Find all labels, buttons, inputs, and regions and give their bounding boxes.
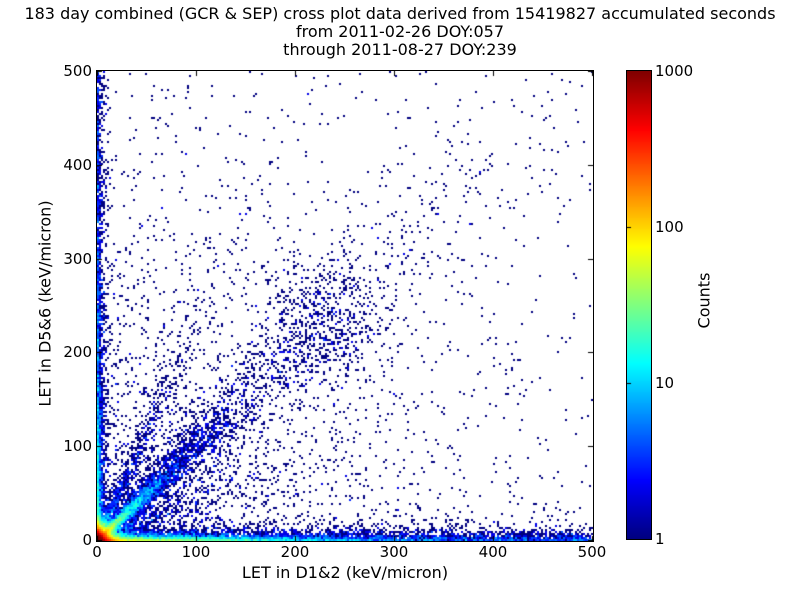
y-axis-tick-label: 0 <box>82 531 92 549</box>
y-axis-tick-label: 100 <box>63 437 92 456</box>
colorbar-tick-label: 1 <box>655 530 665 548</box>
colorbar-tick-label: 100 <box>655 218 684 236</box>
figure-title-line1: 183 day combined (GCR & SEP) cross plot … <box>24 4 776 23</box>
x-axis-tick-label: 200 <box>280 543 310 561</box>
figure-title-line2: from 2011-02-26 DOY:057 <box>295 22 504 41</box>
figure-title-line3: through 2011-08-27 DOY:239 <box>283 40 517 59</box>
colorbar-tick-label: 10 <box>655 374 675 392</box>
y-axis-tick-label: 400 <box>63 155 92 174</box>
colorbar-gradient-canvas <box>627 71 651 539</box>
colorbar <box>626 70 652 540</box>
plot-area <box>96 70 594 542</box>
y-axis-tick-label: 200 <box>63 343 92 362</box>
y-axis-tick-label: 500 <box>63 62 92 80</box>
x-axis-tick-label: 300 <box>379 543 409 561</box>
crossplot-heatmap-canvas <box>97 71 593 541</box>
colorbar-label: Counts <box>694 272 714 329</box>
x-axis-tick-label: 400 <box>478 543 508 561</box>
x-axis-tick-label: 100 <box>181 543 211 561</box>
x-axis-tick-label: 0 <box>92 543 102 561</box>
colorbar-tick-label: 1000 <box>655 62 694 80</box>
y-axis-tick-label: 300 <box>63 249 92 268</box>
x-axis-tick-label: 500 <box>577 543 607 561</box>
x-axis-label: LET in D1&2 (keV/micron) <box>241 563 449 582</box>
y-axis-label: LET in D5&6 (keV/micron) <box>35 200 55 407</box>
